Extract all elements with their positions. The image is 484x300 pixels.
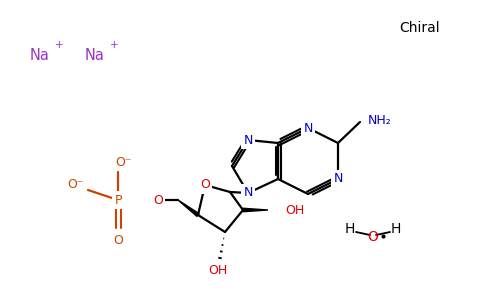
Text: O⁻: O⁻ <box>115 155 131 169</box>
Text: NH₂: NH₂ <box>368 113 392 127</box>
Text: Na: Na <box>30 47 50 62</box>
Text: N: N <box>333 172 343 185</box>
Text: +: + <box>55 40 63 50</box>
Text: OH: OH <box>209 263 227 277</box>
Polygon shape <box>243 208 268 212</box>
Text: H: H <box>391 222 401 236</box>
Text: O: O <box>113 233 123 247</box>
Text: O: O <box>153 194 163 206</box>
Text: O⁻: O⁻ <box>68 178 84 191</box>
Text: N: N <box>303 122 313 134</box>
Text: +: + <box>110 40 118 50</box>
Text: O: O <box>367 230 378 244</box>
Text: Chiral: Chiral <box>400 21 440 35</box>
Text: N: N <box>243 134 253 146</box>
Text: N: N <box>243 187 253 200</box>
Text: OH: OH <box>285 203 304 217</box>
Polygon shape <box>178 200 199 216</box>
Text: O: O <box>200 178 210 191</box>
Text: H: H <box>345 222 355 236</box>
Text: Na: Na <box>85 47 105 62</box>
Text: P: P <box>114 194 122 206</box>
